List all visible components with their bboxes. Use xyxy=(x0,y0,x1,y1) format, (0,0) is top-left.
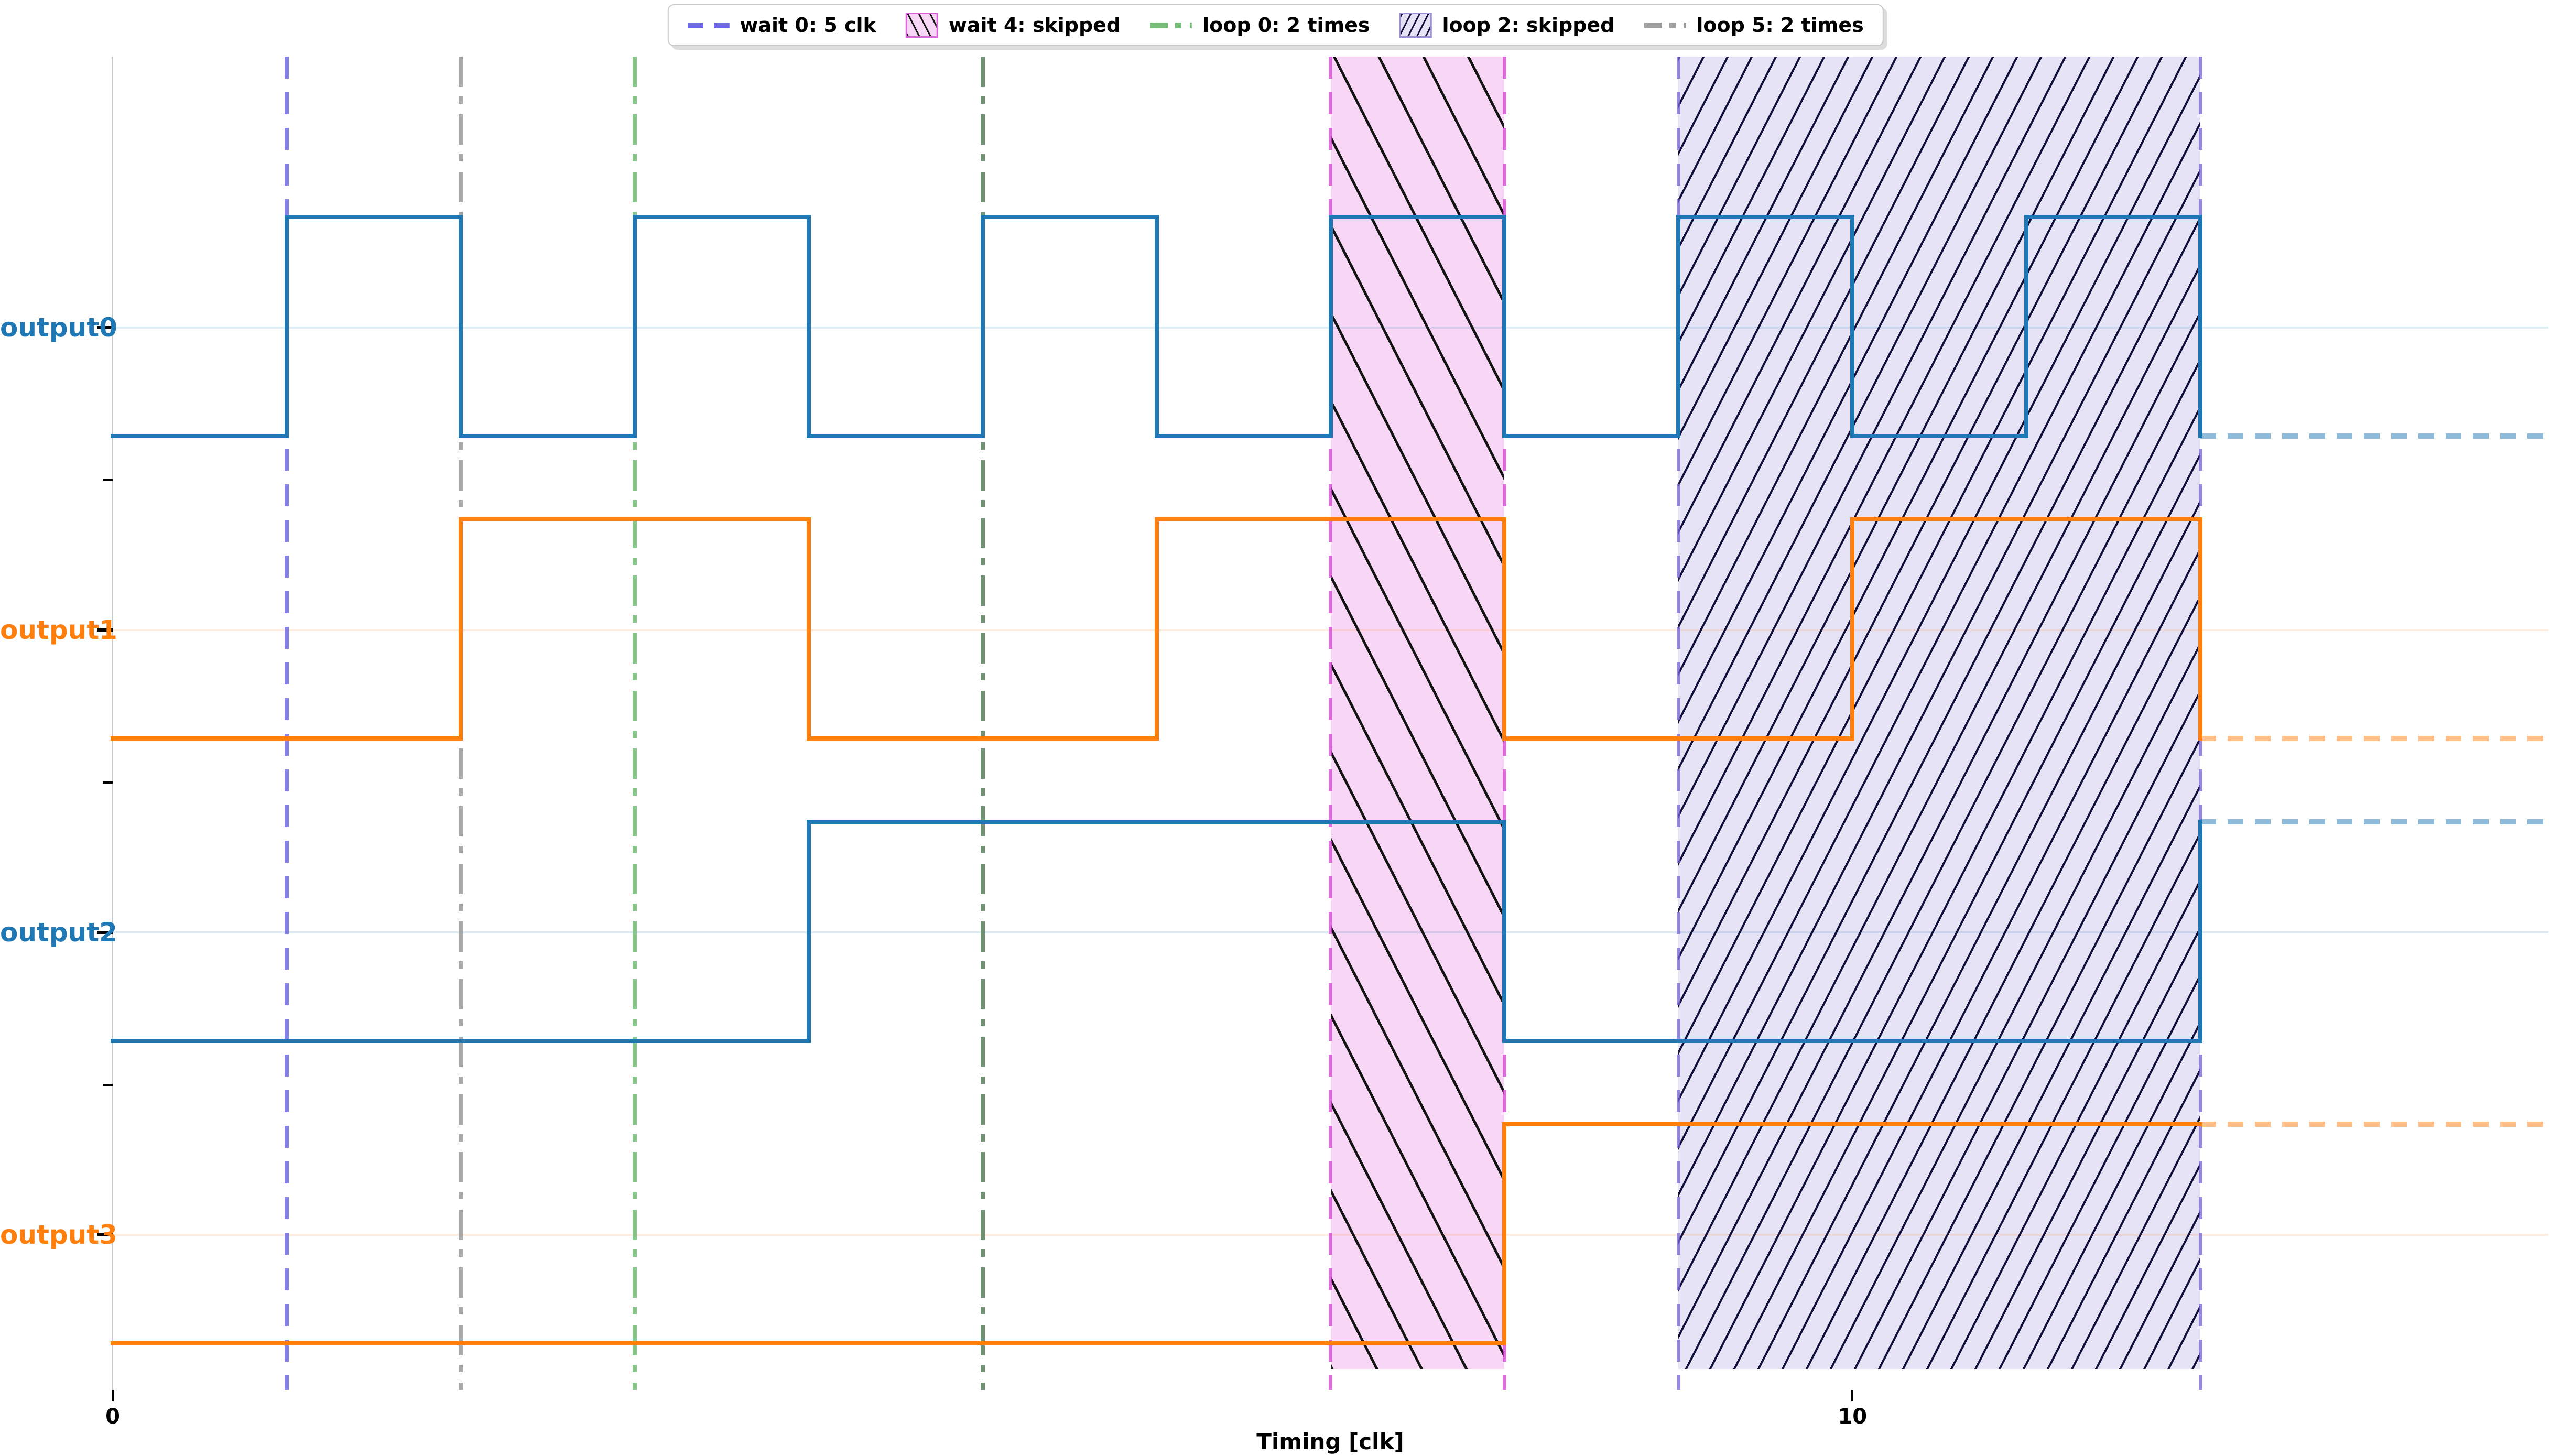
y-tick-output1 xyxy=(97,628,113,632)
output1-segment xyxy=(806,736,1159,741)
legend-item-1: wait 4: skipped xyxy=(905,13,1121,38)
output1-edge xyxy=(1850,517,1855,741)
y-label-output1: output1 xyxy=(0,615,117,645)
y-axis-spine xyxy=(112,57,113,1390)
legend-label: wait 0: 5 clk xyxy=(740,14,876,37)
wait-4-region-hatch xyxy=(1330,57,1505,1369)
output1-edge xyxy=(1502,517,1507,741)
x-tick-label-0: 0 xyxy=(105,1405,120,1429)
output2-segment xyxy=(111,1039,811,1043)
output2-edge xyxy=(1502,820,1507,1043)
output0-edge xyxy=(1328,215,1333,438)
output0-segment xyxy=(111,434,289,438)
output2-edge xyxy=(806,820,811,1043)
y-tick-output2 xyxy=(97,931,113,934)
loop-2-region-hatch xyxy=(1678,57,2201,1369)
output1-edge xyxy=(806,517,811,741)
legend-label: loop 0: 2 times xyxy=(1202,14,1370,37)
output0-segment xyxy=(632,215,811,219)
output2-edge xyxy=(2198,820,2203,1043)
output1-edge xyxy=(2198,517,2203,741)
output3-segment xyxy=(111,1341,1507,1345)
y-label-output0: output0 xyxy=(0,312,117,343)
output2-dashed-extension xyxy=(2200,819,2549,824)
legend-label: loop 2: skipped xyxy=(1442,14,1615,37)
x-tick-0 xyxy=(112,1390,114,1401)
legend-item-3: loop 2: skipped xyxy=(1399,13,1615,38)
wait-0-marker xyxy=(284,57,289,1390)
output0-edge xyxy=(1676,215,1681,438)
output3-edge xyxy=(1502,1122,1507,1345)
output1-segment xyxy=(2198,736,2203,741)
x-tick-label-10: 10 xyxy=(1838,1405,1868,1429)
y-label-output3: output3 xyxy=(0,1220,117,1250)
output3-segment xyxy=(1502,1122,2203,1126)
output1-segment xyxy=(111,736,463,741)
legend-swatch-dashdot-line-icon xyxy=(1644,22,1686,28)
loop-0-start-marker xyxy=(632,57,637,1390)
legend-item-0: wait 0: 5 clk xyxy=(687,14,876,37)
output0-segment xyxy=(1154,434,1333,438)
x-tick-10 xyxy=(1851,1390,1854,1401)
legend-swatch-hatch-patch-icon xyxy=(1399,13,1432,38)
legend-swatch-hatch-patch-icon xyxy=(905,13,938,38)
output2-segment xyxy=(2198,820,2203,824)
legend-label: wait 4: skipped xyxy=(948,14,1121,37)
y-minor-tick-0 xyxy=(103,479,113,481)
output0-segment xyxy=(284,215,463,219)
output0-segment xyxy=(806,434,985,438)
legend-label: loop 5: 2 times xyxy=(1696,14,1864,37)
y-tick-output0 xyxy=(97,326,113,329)
output3-dashed-extension xyxy=(2200,1122,2549,1127)
output0-segment xyxy=(2198,434,2203,438)
output1-edge xyxy=(458,517,463,741)
output0-edge xyxy=(1154,215,1159,438)
y-label-output2: output2 xyxy=(0,917,117,948)
legend-item-2: loop 0: 2 times xyxy=(1150,14,1370,37)
output0-edge xyxy=(284,215,289,438)
output0-dashed-extension xyxy=(2200,433,2549,439)
output0-segment xyxy=(2024,215,2203,219)
output0-segment xyxy=(1502,434,1681,438)
output0-segment xyxy=(458,434,637,438)
wait-4-region-border-left xyxy=(1329,57,1332,1390)
output2-segment xyxy=(1502,1039,2203,1043)
output0-segment xyxy=(1676,215,1855,219)
output0-edge xyxy=(2024,215,2029,438)
x-axis-label: Timing [clk] xyxy=(1256,1429,1404,1454)
output1-segment xyxy=(458,517,811,521)
output0-edge xyxy=(458,215,463,438)
loop-2-region-border-left xyxy=(1676,57,1680,1390)
y-minor-tick-2 xyxy=(103,1084,113,1086)
output0-edge xyxy=(1502,215,1507,438)
output0-edge xyxy=(1850,215,1855,438)
output1-segment xyxy=(1850,517,2203,521)
loop-0-end-marker xyxy=(980,57,985,1390)
output0-edge xyxy=(980,215,985,438)
y-minor-tick-1 xyxy=(103,781,113,784)
output0-edge xyxy=(806,215,811,438)
y-tick-output3 xyxy=(97,1233,113,1236)
output0-edge xyxy=(632,215,637,438)
legend-swatch-dashed-line-icon xyxy=(687,22,730,28)
output0-segment xyxy=(1328,215,1507,219)
legend-item-4: loop 5: 2 times xyxy=(1644,14,1864,37)
output0-edge xyxy=(2198,215,2203,438)
output0-segment xyxy=(980,215,1159,219)
output1-segment xyxy=(1154,517,1507,521)
output2-segment xyxy=(806,820,1507,824)
output1-segment xyxy=(1502,736,1855,741)
output1-edge xyxy=(1154,517,1159,741)
legend-swatch-dashdot-line-icon xyxy=(1150,22,1192,28)
legend: wait 0: 5 clk wait 4: skipped loop 0: 2 ti… xyxy=(667,4,1884,46)
output0-segment xyxy=(1850,434,2029,438)
output1-dashed-extension xyxy=(2200,736,2549,741)
